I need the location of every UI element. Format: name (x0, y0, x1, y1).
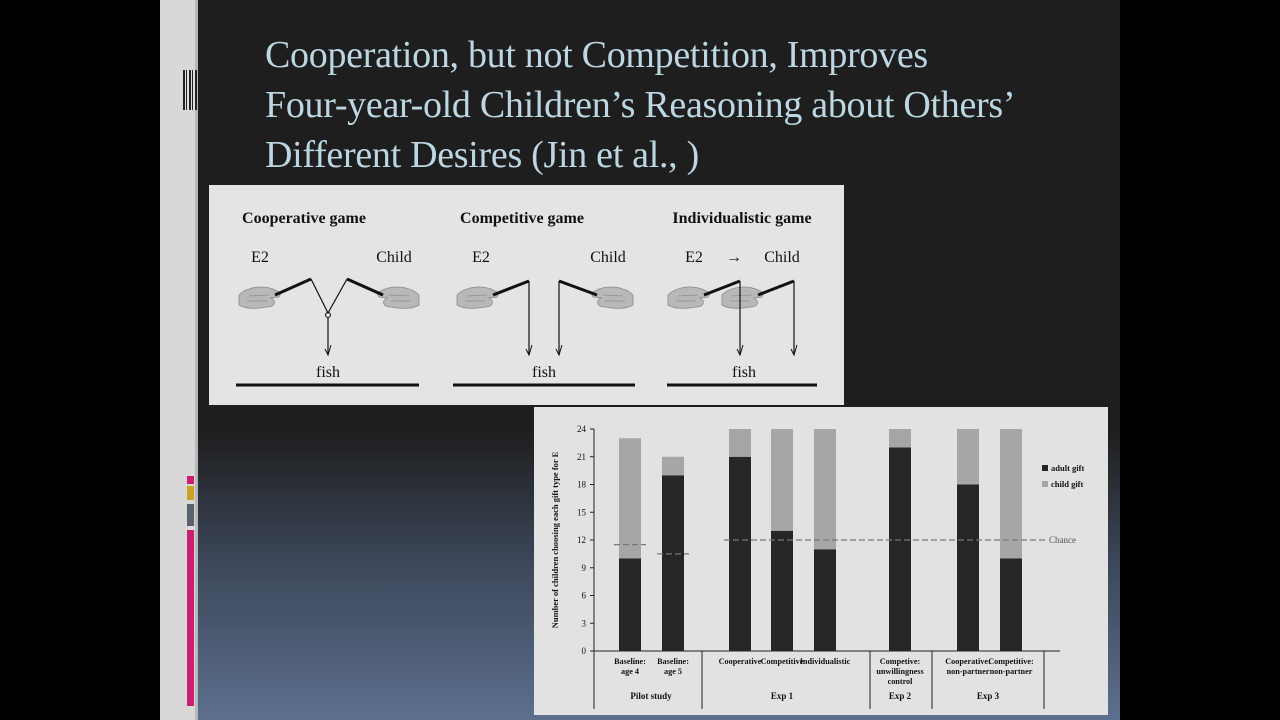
hand-left-icon (456, 286, 500, 309)
x-category-label: unwillingness (876, 667, 923, 676)
y-tick-label: 18 (577, 480, 587, 490)
group-label: Exp 1 (771, 691, 794, 701)
bar-child-gift-2 (662, 456, 684, 476)
accent-bar-long (187, 530, 194, 706)
title-line-1: Cooperation, but not Competition, Improv… (265, 34, 928, 76)
accent-bar-gold (187, 504, 194, 526)
bar-child-gift-6 (889, 429, 911, 448)
x-category-label: Cooperative: (945, 657, 990, 666)
chance-label: Chance (1049, 535, 1076, 545)
letterbox-left (0, 0, 160, 720)
panel-3-arrow: → (726, 249, 742, 266)
x-category-label: non-partner (990, 667, 1033, 676)
bar-adult-gift-1 (619, 558, 641, 651)
x-category-label: Cooperative (719, 657, 762, 666)
x-category-label: Competitive (761, 657, 804, 666)
hand-right-icon (590, 286, 634, 309)
group-label: Exp 2 (889, 691, 912, 701)
group-label: Exp 3 (977, 691, 1000, 701)
hand-left-icon (238, 286, 282, 309)
x-category-label: Individualistic (800, 657, 851, 666)
x-category-label: Competive: (880, 657, 920, 666)
bar-adult-gift-4 (771, 530, 793, 651)
x-category-label: Baseline: (614, 657, 646, 666)
panel-2-bottom-label: fish (532, 364, 556, 381)
panel-3-bottom-label: fish (732, 364, 756, 381)
y-axis-label: Number of children choosing each gift ty… (550, 451, 560, 628)
legend-swatch (1042, 465, 1048, 471)
panel-2-title: Competitive game (460, 210, 584, 227)
bar-child-gift-1 (619, 438, 641, 559)
hand-right-icon (376, 286, 420, 309)
results-chart: Number of children choosing each gift ty… (534, 407, 1108, 715)
bar-adult-gift-8 (1000, 558, 1022, 651)
bar-child-gift-4 (771, 429, 793, 531)
y-tick-label: 21 (577, 452, 586, 462)
games-figure: Cooperative game E2 Child fish Competiti… (209, 185, 844, 405)
y-tick-label: 15 (577, 507, 587, 517)
x-category-label: non-partner (947, 667, 990, 676)
panel-competitive: Competitive game E2 Child fish (453, 210, 635, 387)
bar-adult-gift-6 (889, 447, 911, 651)
y-tick-label: 3 (582, 618, 587, 628)
legend-swatch (1042, 481, 1048, 487)
bar-child-gift-5 (814, 429, 836, 550)
slide: Cooperation, but not Competition, Improv… (160, 0, 1120, 720)
y-tick-label: 0 (582, 646, 587, 656)
bar-adult-gift-2 (662, 475, 684, 651)
panel-individualistic: Individualistic game E2 → Child fish (667, 210, 817, 387)
x-category-label: age 4 (621, 667, 639, 676)
barcode-decoration (183, 70, 197, 110)
panel-3-left-label: E2 (685, 249, 703, 266)
panel-cooperative: Cooperative game E2 Child fish (236, 210, 420, 387)
panel-1-title: Cooperative game (242, 210, 366, 227)
slide-title: Cooperation, but not Competition, Improv… (265, 30, 1105, 180)
x-category-label: age 5 (664, 667, 682, 676)
title-line-2: Four-year-old Children’s Reasoning about… (265, 84, 1016, 126)
bar-adult-gift-7 (957, 484, 979, 651)
accent-bar-top (187, 476, 194, 484)
title-line-3: Different Desires (Jin et al., ) (265, 134, 699, 176)
bar-child-gift-8 (1000, 429, 1022, 559)
bar-adult-gift-3 (729, 456, 751, 651)
panel-1-bottom-label: fish (316, 364, 340, 381)
panel-2-left-label: E2 (472, 249, 490, 266)
x-category-label: Baseline: (657, 657, 689, 666)
x-category-label: control (888, 677, 914, 686)
letterbox-right (1120, 0, 1280, 720)
legend-label: adult gift (1051, 463, 1084, 473)
y-tick-label: 6 (582, 591, 587, 601)
results-chart-svg: Number of children choosing each gift ty… (550, 424, 1084, 709)
y-tick-label: 9 (582, 563, 587, 573)
panel-3-title: Individualistic game (672, 210, 811, 227)
panel-3-right-label: Child (764, 249, 800, 266)
y-tick-label: 24 (577, 424, 587, 434)
panel-1-right-label: Child (376, 249, 412, 266)
bar-child-gift-3 (729, 429, 751, 457)
legend-label: child gift (1051, 479, 1084, 489)
hand-right-icon (721, 286, 765, 309)
side-strip (160, 0, 198, 720)
accent-bar-gray (187, 486, 194, 500)
group-label: Pilot study (630, 691, 672, 701)
hand-left-icon (667, 286, 711, 309)
side-strip-edge (195, 0, 198, 720)
y-tick-label: 12 (577, 535, 586, 545)
panel-2-right-label: Child (590, 249, 626, 266)
bar-child-gift-7 (957, 429, 979, 485)
x-category-label: Competitive: (988, 657, 1033, 666)
bar-adult-gift-5 (814, 549, 836, 651)
panel-1-left-label: E2 (251, 249, 269, 266)
